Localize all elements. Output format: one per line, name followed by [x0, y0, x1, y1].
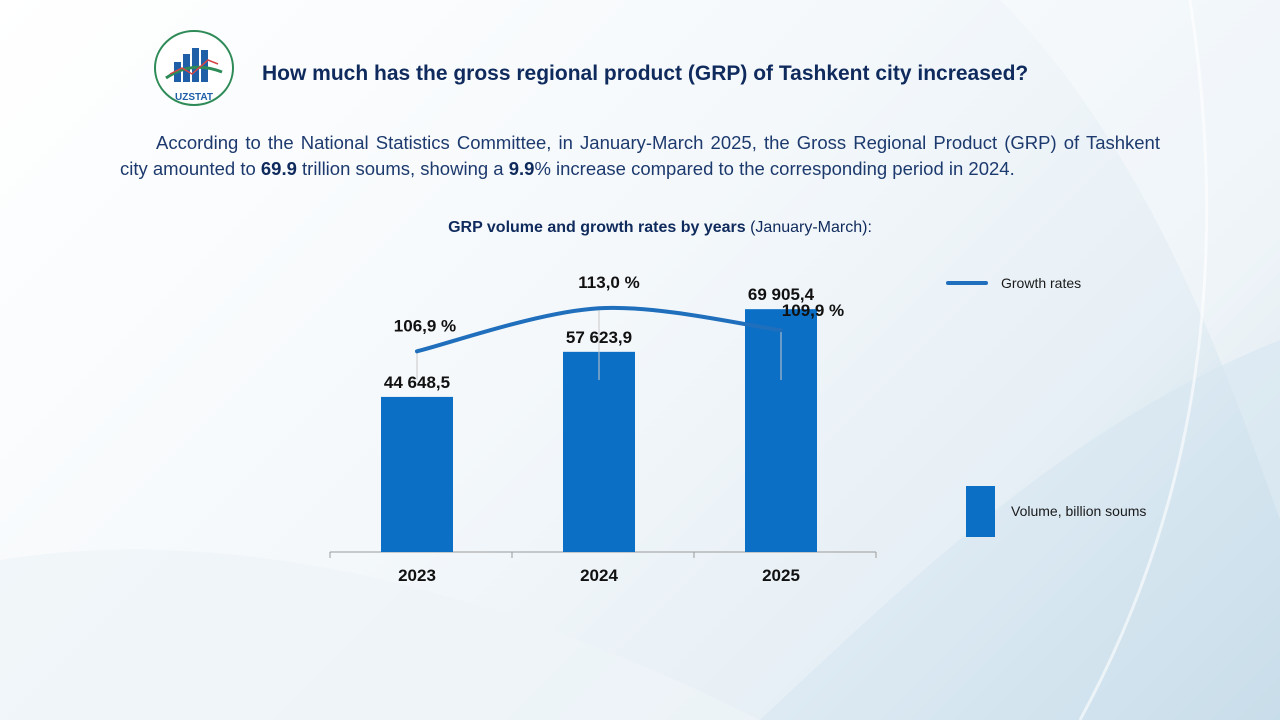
growth-label-2023: 106,9 % — [394, 316, 456, 335]
intro-part3: % increase compared to the corresponding… — [534, 158, 1015, 179]
x-tick-label-2024: 2024 — [580, 566, 618, 585]
bar-label-2025: 69 905,4 — [748, 285, 815, 304]
bar-2024 — [563, 351, 635, 552]
logo-text: UZSTAT — [175, 92, 213, 103]
legend-growth-line-swatch — [946, 281, 988, 285]
bar-label-2023: 44 648,5 — [384, 373, 450, 392]
legend-growth-label: Growth rates — [1001, 275, 1082, 291]
growth-rate-line — [415, 305, 783, 354]
intro-value-percent: 9.9 — [508, 158, 535, 179]
x-tick-label-2023: 2023 — [398, 566, 436, 585]
x-tick-label-2025: 2025 — [762, 566, 800, 585]
intro-part2: trillion soums, showing a — [296, 158, 509, 179]
growth-label-2025: 109,9 % — [782, 301, 844, 320]
chart-title-rest: (January-March): — [745, 219, 872, 236]
growth-label-2024: 113,0 % — [578, 273, 639, 292]
legend-volume-label: Volume, billion soums — [1011, 503, 1147, 519]
legend-volume-swatch — [966, 486, 995, 537]
intro-part1: According to the National Statistics Com… — [120, 132, 1160, 179]
intro-paragraph: According to the National Statistics Com… — [120, 130, 1160, 182]
page-title: How much has the gross regional product … — [262, 62, 1029, 85]
uzstat-logo: UZSTAT — [152, 30, 236, 108]
intro-value-trillion: 69.9 — [260, 158, 297, 179]
chart-title: GRP volume and growth rates by years (Ja… — [0, 219, 1280, 237]
chart-title-bold: GRP volume and growth rates by years — [448, 219, 746, 236]
bar-2023 — [381, 396, 453, 552]
